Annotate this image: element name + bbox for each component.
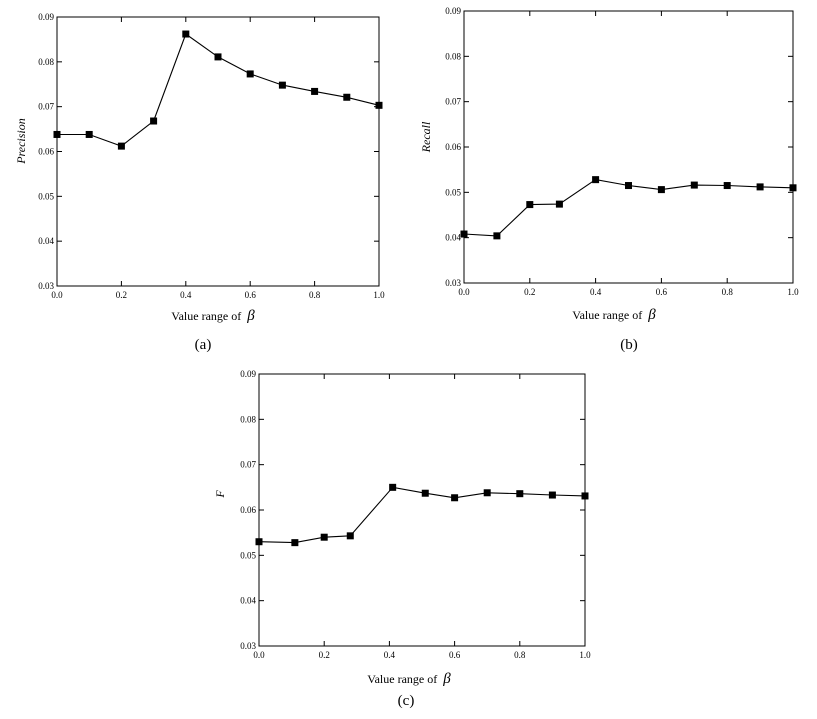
y-tick-label: 0.07 — [445, 97, 461, 107]
x-axis-label-text: Value range of — [367, 672, 440, 686]
data-point — [690, 181, 698, 189]
data-point — [756, 183, 764, 191]
data-point — [182, 30, 190, 38]
data-point — [389, 483, 397, 491]
x-tick-label: 0.0 — [51, 290, 63, 300]
plot-frame-c — [258, 373, 586, 647]
data-point — [592, 176, 600, 184]
data-point — [548, 491, 556, 499]
x-tick-label: 0.4 — [180, 290, 192, 300]
data-point — [246, 70, 254, 78]
beta-symbol: β — [246, 308, 255, 324]
x-tick-label: 0.6 — [245, 290, 257, 300]
series-line-a — [57, 33, 380, 147]
y-tick-label: 0.09 — [38, 12, 54, 22]
x-tick-label: 0.2 — [116, 290, 127, 300]
data-point — [117, 142, 125, 150]
y-tick-label: 0.08 — [445, 51, 461, 61]
data-point — [526, 201, 534, 209]
x-axis-label: Value range of β — [367, 671, 451, 687]
x-tick-label: 0.0 — [253, 650, 265, 660]
x-tick-label: 0.6 — [449, 650, 461, 660]
y-tick-label: 0.03 — [445, 278, 461, 288]
data-point — [723, 182, 731, 190]
data-point — [278, 81, 286, 89]
data-point — [320, 533, 328, 541]
data-point — [150, 117, 158, 125]
data-point — [85, 130, 93, 138]
x-tick-label: 0.8 — [309, 290, 321, 300]
data-point — [291, 539, 299, 547]
data-point — [311, 87, 319, 95]
panel-caption: (b) — [620, 337, 638, 353]
panel-caption: (a) — [195, 337, 212, 353]
beta-symbol: β — [647, 307, 656, 323]
x-tick-label: 0.4 — [590, 287, 602, 297]
y-axis-label: F — [213, 490, 227, 499]
data-point — [343, 93, 351, 101]
beta-symbol: β — [442, 671, 451, 687]
y-tick-label: 0.04 — [240, 596, 256, 606]
plot-frame-b — [463, 10, 794, 284]
chart-panel-b: 0.03 0.04 0.05 0.06 0.07 0.08 0.09 0.0 0.2 0.4 0.6… — [419, 6, 799, 353]
x-axis-label-text: Value range of — [572, 308, 645, 322]
data-point — [214, 53, 222, 61]
x-tick-label: 0.2 — [524, 287, 535, 297]
x-axis-label: Value range of β — [171, 308, 255, 324]
data-point — [581, 492, 589, 500]
data-point — [516, 490, 524, 498]
data-point — [625, 182, 632, 190]
data-point — [346, 532, 354, 540]
x-tick-label: 0.4 — [384, 650, 396, 660]
data-point — [460, 230, 468, 238]
data-point — [789, 184, 797, 192]
data-point — [255, 538, 263, 546]
x-tick-label: 0.8 — [514, 650, 526, 660]
y-tick-label: 0.08 — [240, 414, 256, 424]
y-tick-label: 0.05 — [38, 191, 54, 201]
data-point — [421, 489, 429, 497]
x-tick-label: 0.8 — [722, 287, 734, 297]
chart-panel-c: 0.03 0.04 0.05 0.06 0.07 0.08 0.09 0.0 0.2 0.4 0.6… — [213, 369, 591, 709]
x-axis-label-text: Value range of — [171, 309, 244, 323]
x-tick-label: 0.2 — [319, 650, 330, 660]
y-tick-label: 0.05 — [240, 550, 256, 560]
chart-panel-a: 0.03 0.04 0.05 0.06 0.07 0.08 0.09 0.0 0.2 0.4 0.6… — [14, 12, 385, 353]
y-tick-label: 0.07 — [38, 102, 54, 112]
data-point — [483, 489, 491, 497]
y-tick-label: 0.09 — [240, 369, 256, 379]
x-tick-label: 1.0 — [373, 290, 385, 300]
x-tick-label: 0.6 — [656, 287, 668, 297]
data-point — [555, 200, 563, 208]
x-tick-label: 0.0 — [458, 287, 470, 297]
x-tick-label: 1.0 — [787, 287, 799, 297]
y-tick-label: 0.06 — [240, 505, 256, 515]
x-tick-label: 1.0 — [579, 650, 591, 660]
y-axis-label: Precision — [14, 118, 28, 165]
data-point — [375, 101, 383, 109]
y-tick-label: 0.08 — [38, 57, 54, 67]
panel-caption: (c) — [398, 693, 415, 709]
y-tick-label: 0.03 — [38, 281, 54, 291]
data-point — [657, 186, 665, 194]
y-tick-label: 0.07 — [240, 460, 256, 470]
y-tick-label: 0.06 — [445, 142, 461, 152]
data-point — [53, 130, 61, 138]
y-tick-label: 0.04 — [445, 233, 461, 243]
data-point — [493, 232, 501, 240]
y-axis-label: Recall — [419, 121, 433, 153]
y-tick-label: 0.03 — [240, 641, 256, 651]
y-tick-label: 0.05 — [445, 187, 461, 197]
data-point — [451, 494, 459, 502]
y-tick-label: 0.04 — [38, 236, 54, 246]
y-tick-label: 0.09 — [445, 6, 461, 16]
x-axis-label: Value range of β — [572, 307, 656, 323]
y-tick-label: 0.06 — [38, 147, 54, 157]
